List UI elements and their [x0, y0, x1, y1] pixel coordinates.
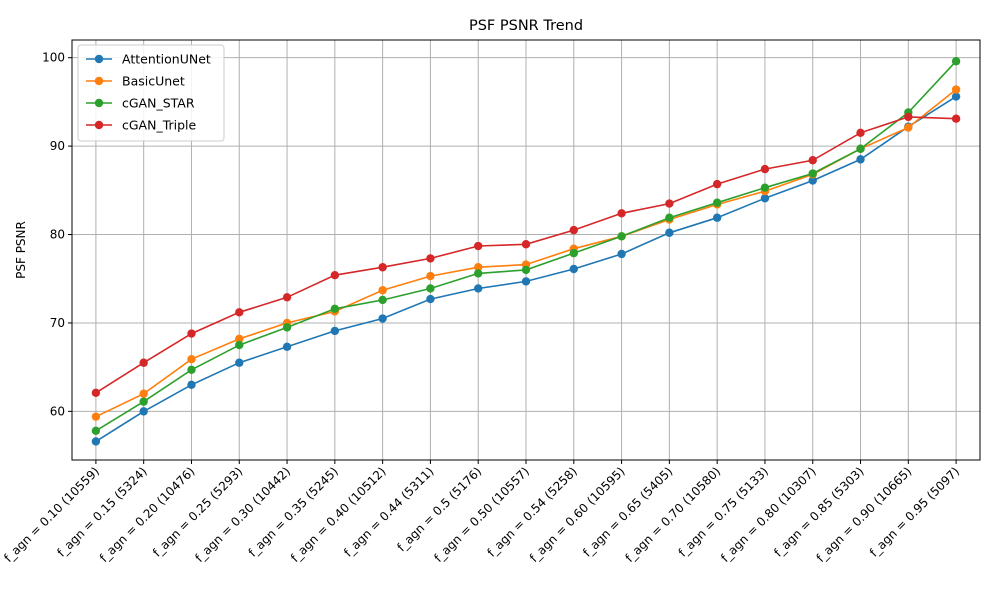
data-point: [91, 426, 101, 436]
data-point: [282, 323, 292, 332]
data-point: [139, 389, 148, 398]
chart-title: PSF PSNR Trend: [469, 18, 583, 34]
data-point: [426, 254, 435, 263]
data-point: [91, 412, 101, 421]
legend-marker: [94, 98, 104, 108]
legend-label: BasicUnet: [122, 74, 185, 89]
legend-box: [77, 44, 225, 142]
legend-marker: [94, 76, 104, 86]
data-point: [187, 365, 196, 375]
data-point: [808, 176, 817, 185]
data-point: [521, 277, 531, 286]
data-point: [426, 284, 435, 293]
data-point: [856, 144, 865, 153]
data-point: [282, 293, 292, 302]
legend-item: cGAN_Triple: [86, 118, 197, 133]
data-point: [569, 248, 578, 258]
grid: [72, 40, 980, 460]
legend-label: cGAN_Triple: [122, 118, 197, 133]
data-point: [617, 209, 626, 218]
legend-item: AttentionUNet: [86, 52, 211, 67]
y-tick-label: 70: [50, 316, 65, 330]
data-point: [951, 57, 961, 66]
data-point: [426, 271, 435, 281]
data-point: [235, 308, 244, 317]
data-point: [474, 241, 483, 251]
data-point: [951, 92, 961, 101]
series-lines: [91, 57, 961, 446]
data-point: [330, 304, 340, 313]
y-tick-label: 80: [50, 228, 65, 242]
y-tick-label: 100: [42, 51, 65, 65]
data-point: [378, 286, 387, 295]
data-point: [617, 232, 626, 241]
data-point: [951, 85, 961, 94]
data-point: [235, 334, 244, 344]
data-point: [808, 156, 817, 165]
data-point: [665, 213, 674, 222]
y-axis: 60 70 80 90 100: [42, 51, 72, 418]
data-point: [665, 199, 674, 208]
data-point: [378, 314, 387, 323]
y-tick-label: 90: [50, 139, 65, 153]
data-point: [187, 329, 196, 338]
data-point: [378, 295, 387, 305]
data-point: [474, 263, 483, 272]
data-point: [904, 112, 913, 122]
y-tick-label: 60: [50, 404, 65, 418]
data-point: [569, 225, 578, 235]
data-point: [330, 326, 340, 336]
data-point: [474, 269, 483, 278]
data-point: [330, 271, 340, 280]
legend-marker: [94, 120, 104, 130]
legend-label: cGAN_STAR: [122, 96, 195, 111]
series-cGAN_Triple: [91, 112, 961, 397]
data-point: [712, 198, 722, 207]
data-point: [665, 228, 674, 237]
data-point: [760, 164, 770, 174]
data-point: [904, 123, 913, 132]
data-point: [426, 294, 435, 304]
data-point: [760, 194, 770, 203]
data-point: [951, 114, 961, 123]
legend-marker: [94, 54, 104, 64]
data-point: [760, 183, 770, 192]
legend-item: cGAN_STAR: [86, 96, 195, 111]
data-point: [187, 355, 196, 364]
data-point: [91, 437, 101, 446]
data-point: [139, 397, 148, 406]
data-point: [569, 264, 578, 274]
data-point: [856, 128, 865, 138]
data-point: [282, 342, 292, 352]
legend-label: AttentionUNet: [122, 52, 211, 67]
data-point: [521, 240, 531, 249]
data-point: [474, 284, 483, 293]
data-point: [235, 340, 244, 350]
data-point: [235, 358, 244, 367]
data-point: [712, 213, 722, 222]
legend-item: BasicUnet: [86, 74, 185, 89]
y-axis-label: PSF PSNR: [14, 221, 28, 279]
data-point: [187, 380, 196, 390]
data-point: [521, 265, 531, 275]
legend: AttentionUNet BasicUnet cGAN_STAR cGAN_Trip…: [77, 44, 225, 142]
data-point: [808, 169, 817, 178]
data-point: [712, 179, 722, 189]
data-point: [856, 155, 865, 164]
data-point: [139, 407, 148, 416]
data-point: [139, 358, 148, 367]
data-point: [91, 388, 101, 397]
data-point: [617, 249, 626, 259]
data-point: [378, 263, 387, 272]
